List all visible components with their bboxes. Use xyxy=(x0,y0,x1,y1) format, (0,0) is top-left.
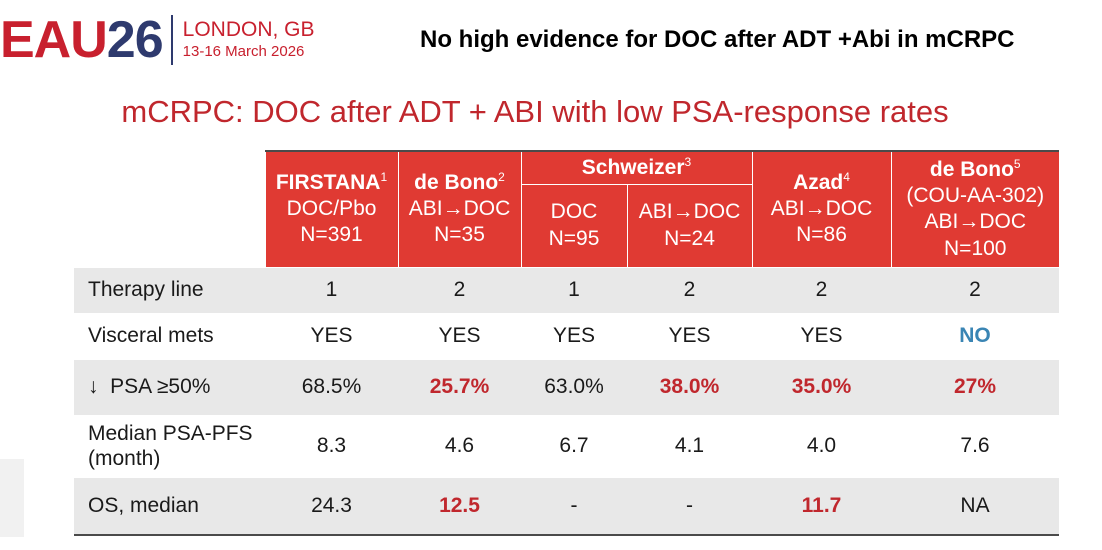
table-cell-highlight: 38.0% xyxy=(627,358,752,415)
header-debono5: de Bono5 (COU-AA-302) ABI→DOC N=100 xyxy=(890,150,1059,267)
logo-year: 26 xyxy=(106,11,164,69)
study-arm: ABI→DOC xyxy=(408,197,511,221)
study-n: N=86 xyxy=(796,223,847,247)
table-cell-highlight: 27% xyxy=(891,358,1059,415)
study-name: de Bono xyxy=(414,170,499,194)
study-arm: ABI→DOC xyxy=(924,210,1026,234)
study-name: FIRSTANA xyxy=(275,170,381,194)
table-cell: 2 xyxy=(891,266,1059,313)
row-label-line: (month) xyxy=(88,447,161,470)
study-arm: DOC/Pbo xyxy=(286,197,377,221)
table-cell: YES xyxy=(265,312,398,359)
table-cell: - xyxy=(521,476,627,536)
study-ref: 1 xyxy=(380,169,388,184)
study-ref: 5 xyxy=(1013,156,1021,171)
study-n: N=95 xyxy=(548,226,600,250)
study-name: Azad xyxy=(793,170,844,194)
table-cell: 6.7 xyxy=(521,414,627,477)
table-cell: 7.6 xyxy=(891,414,1059,477)
row-label: Therapy line xyxy=(74,266,265,313)
table-cell: YES xyxy=(521,312,627,359)
study-n: N=391 xyxy=(300,223,363,247)
logo-brand: EAU xyxy=(0,11,108,69)
study-name: Schweizer xyxy=(581,155,685,179)
edge-mark xyxy=(0,459,24,537)
study-name: de Bono xyxy=(929,157,1014,181)
table-cell: YES xyxy=(752,312,891,359)
table-cell: 4.1 xyxy=(627,414,752,477)
table-row-therapy-line: Therapy line 1 2 1 2 2 2 xyxy=(74,266,1059,313)
slide-subtitle: mCRPC: DOC after ADT + ABI with low PSA-… xyxy=(121,94,949,129)
header-azad: Azad4 ABI→DOC N=86 xyxy=(751,150,891,267)
row-label: OS, median xyxy=(74,476,265,536)
row-label: Visceral mets xyxy=(74,312,265,359)
eau26-logo: EAU 26 LONDON, GB 13-16 March 2026 xyxy=(0,12,315,68)
table-cell: 8.3 xyxy=(265,414,398,477)
logo-divider xyxy=(170,15,173,65)
study-n: N=100 xyxy=(944,236,1007,260)
header-schweizer: Schweizer3 xyxy=(520,150,752,185)
table-cell: 2 xyxy=(398,266,521,313)
study-ref: 4 xyxy=(843,169,850,184)
table-cell: YES xyxy=(627,312,752,359)
table-cell: 2 xyxy=(752,266,891,313)
study-arm: ABI→DOC xyxy=(638,200,741,224)
slide-title: No high evidence for DOC after ADT +Abi … xyxy=(420,26,1015,53)
down-arrow-icon: ↓ xyxy=(88,375,99,399)
header-schweizer-doc: DOC N=95 xyxy=(520,184,627,267)
header-firstana: FIRSTANA1 DOC/Pbo N=391 xyxy=(264,150,398,267)
row-label: ↓ PSA ≥50% xyxy=(74,358,265,415)
study-descriptor: (COU-AA-302) xyxy=(906,184,1045,207)
logo-dates: 13-16 March 2026 xyxy=(182,43,305,61)
study-arm: DOC xyxy=(550,200,598,224)
row-label: Median PSA-PFS (month) xyxy=(74,414,265,477)
table-cell: 4.0 xyxy=(752,414,891,477)
table-cell: - xyxy=(627,476,752,536)
table-row-visceral-mets: Visceral mets YES YES YES YES YES NO xyxy=(74,312,1059,359)
table-cell-highlight: 25.7% xyxy=(398,358,521,415)
row-label-line: Median PSA-PFS xyxy=(88,421,253,445)
logo-meta: LONDON, GB 13-16 March 2026 xyxy=(183,18,315,62)
table-cell: 63.0% xyxy=(521,358,627,415)
study-ref: 3 xyxy=(684,154,692,169)
logo-city: LONDON, GB xyxy=(182,18,315,42)
header-debono2: de Bono2 ABI→DOC N=35 xyxy=(397,150,521,267)
table-cell-highlight: 11.7 xyxy=(752,476,891,536)
table-cell: 24.3 xyxy=(265,476,398,536)
study-ref: 2 xyxy=(498,169,505,184)
table-row-median-psa-pfs: Median PSA-PFS (month) 8.3 4.6 6.7 4.1 4.… xyxy=(74,414,1059,477)
row-label-text: PSA ≥50% xyxy=(110,375,211,399)
table-cell: 2 xyxy=(627,266,752,313)
table-row-psa-response: ↓ PSA ≥50% 68.5% 25.7% 63.0% 38.0% 35.0%… xyxy=(74,358,1059,415)
table-cell: 4.6 xyxy=(398,414,521,477)
header-schweizer-abi-doc: ABI→DOC N=24 xyxy=(626,184,752,267)
study-arm: ABI→DOC xyxy=(770,197,873,221)
study-n: N=24 xyxy=(664,226,715,250)
table-cell: NA xyxy=(891,476,1059,536)
table-cell: YES xyxy=(398,312,521,359)
table-row-os-median: OS, median 24.3 12.5 - - 11.7 NA xyxy=(74,476,1059,536)
header-blank xyxy=(74,151,265,267)
table-cell-highlight: 35.0% xyxy=(752,358,891,415)
results-table: FIRSTANA1 DOC/Pbo N=391 de Bono2 ABI→DOC… xyxy=(74,150,1059,536)
study-n: N=35 xyxy=(434,223,485,247)
table-cell: 1 xyxy=(521,266,627,313)
table-cell-highlight: 12.5 xyxy=(398,476,521,536)
table-cell-highlight: NO xyxy=(891,312,1059,359)
table-cell: 68.5% xyxy=(265,358,398,415)
table-cell: 1 xyxy=(265,266,398,313)
